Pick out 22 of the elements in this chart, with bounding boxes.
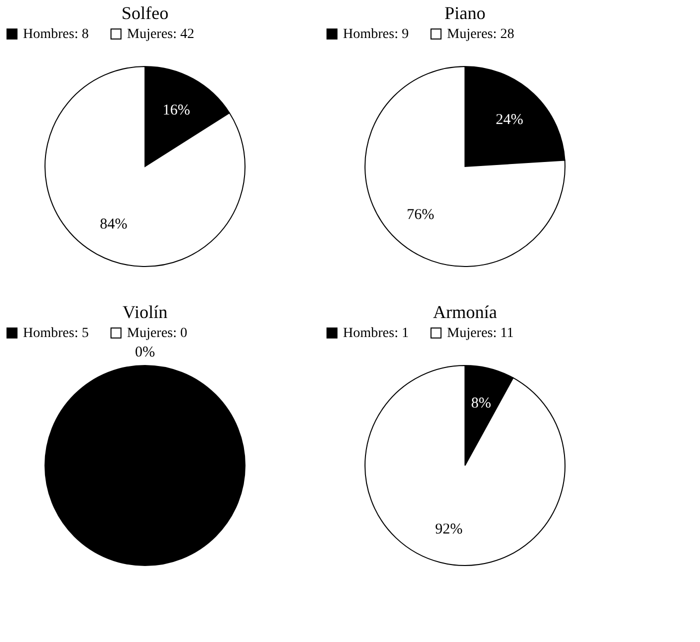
data-label: 84%: [100, 216, 128, 232]
legend-label: Mujeres: 11: [447, 326, 514, 341]
chart-title: Solfeo: [122, 3, 168, 23]
pie-slice: [364, 365, 566, 566]
data-label: 8%: [471, 396, 492, 412]
data-label: 24%: [496, 112, 524, 128]
text: 0%: [135, 344, 155, 360]
legend-label: Hombres: 5: [23, 326, 89, 341]
legend-label: Mujeres: 42: [127, 27, 194, 42]
legend-label: Hombres: 1: [343, 326, 409, 341]
pie-slice: [364, 66, 566, 267]
data-label: 16%: [162, 102, 190, 119]
legend-label: Hombres: 9: [343, 27, 409, 42]
legend-label: Hombres: 8: [23, 27, 89, 42]
data-label: 92%: [435, 521, 463, 538]
chart-title: Violín: [122, 302, 168, 322]
chart-title: Piano: [444, 3, 486, 23]
pie-slice: [44, 66, 246, 267]
data-label: 76%: [406, 206, 434, 223]
legend-label: Mujeres: 0: [127, 326, 188, 341]
chart-title: Armonía: [433, 302, 498, 322]
legend-label: Mujeres: 28: [447, 27, 514, 42]
